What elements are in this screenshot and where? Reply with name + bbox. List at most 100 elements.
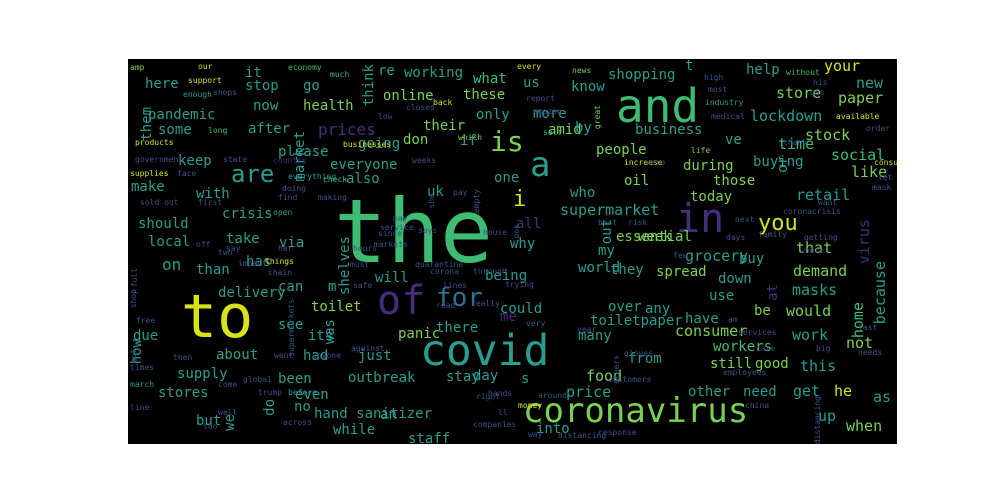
word: say [226, 244, 241, 253]
word: staff [408, 431, 451, 444]
word: lockdown [750, 107, 823, 125]
word: his [813, 78, 828, 87]
word: doing [282, 184, 307, 193]
word: demand [793, 262, 848, 280]
word: any [645, 301, 671, 317]
word: every [517, 62, 542, 71]
word: companies [473, 420, 517, 429]
word: self [543, 128, 563, 137]
word: us [523, 75, 540, 91]
word: down [718, 271, 752, 287]
word: delivery [218, 285, 286, 301]
word: when [846, 417, 883, 435]
word: like [851, 163, 888, 181]
word: only [476, 107, 510, 123]
word: essential [616, 229, 692, 245]
word: see [278, 317, 304, 333]
word: are [231, 160, 275, 188]
word: please [278, 144, 329, 160]
word: coronacrisis [783, 207, 841, 216]
word: virus [855, 219, 873, 265]
word: it [245, 65, 262, 81]
word: over [608, 299, 642, 315]
word: government [135, 155, 184, 164]
word: can [278, 279, 304, 295]
word: working [404, 65, 464, 81]
word: other [688, 384, 731, 400]
word: report [526, 94, 555, 103]
word: still [710, 356, 753, 372]
word: economy [288, 63, 322, 72]
word: come [218, 380, 238, 389]
word: products [135, 138, 174, 147]
word: let [878, 173, 893, 182]
word: shopping [608, 67, 676, 83]
word: for [436, 283, 483, 313]
word: find [278, 193, 298, 202]
word: low [378, 112, 393, 121]
word: on [162, 255, 182, 274]
word: social [831, 146, 886, 164]
word: employees [723, 368, 767, 377]
word-cloud: the to and covid coronavirus of in for is a are you… [128, 59, 897, 444]
word: them [139, 107, 155, 141]
word: supply [177, 366, 228, 382]
word: times [130, 363, 155, 372]
word: why [510, 236, 536, 252]
word: first [198, 198, 223, 207]
word: impact [238, 259, 267, 268]
word: they [610, 262, 644, 278]
word: health [303, 98, 354, 114]
word: but [196, 413, 222, 429]
word: keep [178, 153, 212, 169]
word: most [708, 85, 728, 94]
word: support [188, 76, 222, 85]
word: her [278, 244, 293, 253]
word: medical [711, 112, 745, 121]
word: to [181, 282, 254, 352]
word: go [303, 78, 320, 94]
word: life [691, 146, 711, 155]
word: time [778, 135, 815, 153]
word: just [358, 348, 392, 364]
word: pay [453, 188, 468, 197]
word: at [765, 284, 781, 301]
word: shop [129, 289, 138, 309]
word: have [685, 311, 719, 327]
word: things [265, 257, 294, 266]
word: being [485, 268, 528, 284]
word: paper [838, 89, 884, 107]
word: via [279, 235, 305, 251]
word: new [856, 74, 884, 92]
word: price [566, 383, 612, 401]
word: corona [430, 267, 459, 276]
word: weeks [412, 156, 437, 165]
word: making [318, 193, 347, 202]
word: want [818, 198, 838, 207]
word: was [322, 319, 338, 345]
word: back [433, 98, 453, 107]
word: closed [406, 103, 435, 112]
word: open [273, 208, 293, 217]
word: amid [548, 122, 582, 138]
word: care [756, 344, 776, 353]
word: service [380, 223, 414, 232]
word: shops [213, 88, 238, 97]
word: has [246, 254, 272, 270]
word: good [755, 356, 789, 372]
word: if [460, 133, 477, 149]
word: day [473, 368, 499, 384]
word: uk [427, 184, 444, 200]
word: there [436, 320, 479, 336]
word: ll [498, 408, 508, 417]
word: then [173, 353, 193, 362]
word: march [130, 380, 155, 389]
word: getting [804, 233, 838, 242]
word: where [800, 246, 825, 255]
word: some [158, 122, 192, 138]
word: during [683, 158, 734, 174]
word: buying [753, 154, 804, 170]
word: news [572, 66, 592, 75]
word: mask [872, 183, 892, 192]
word: enough [183, 90, 212, 99]
